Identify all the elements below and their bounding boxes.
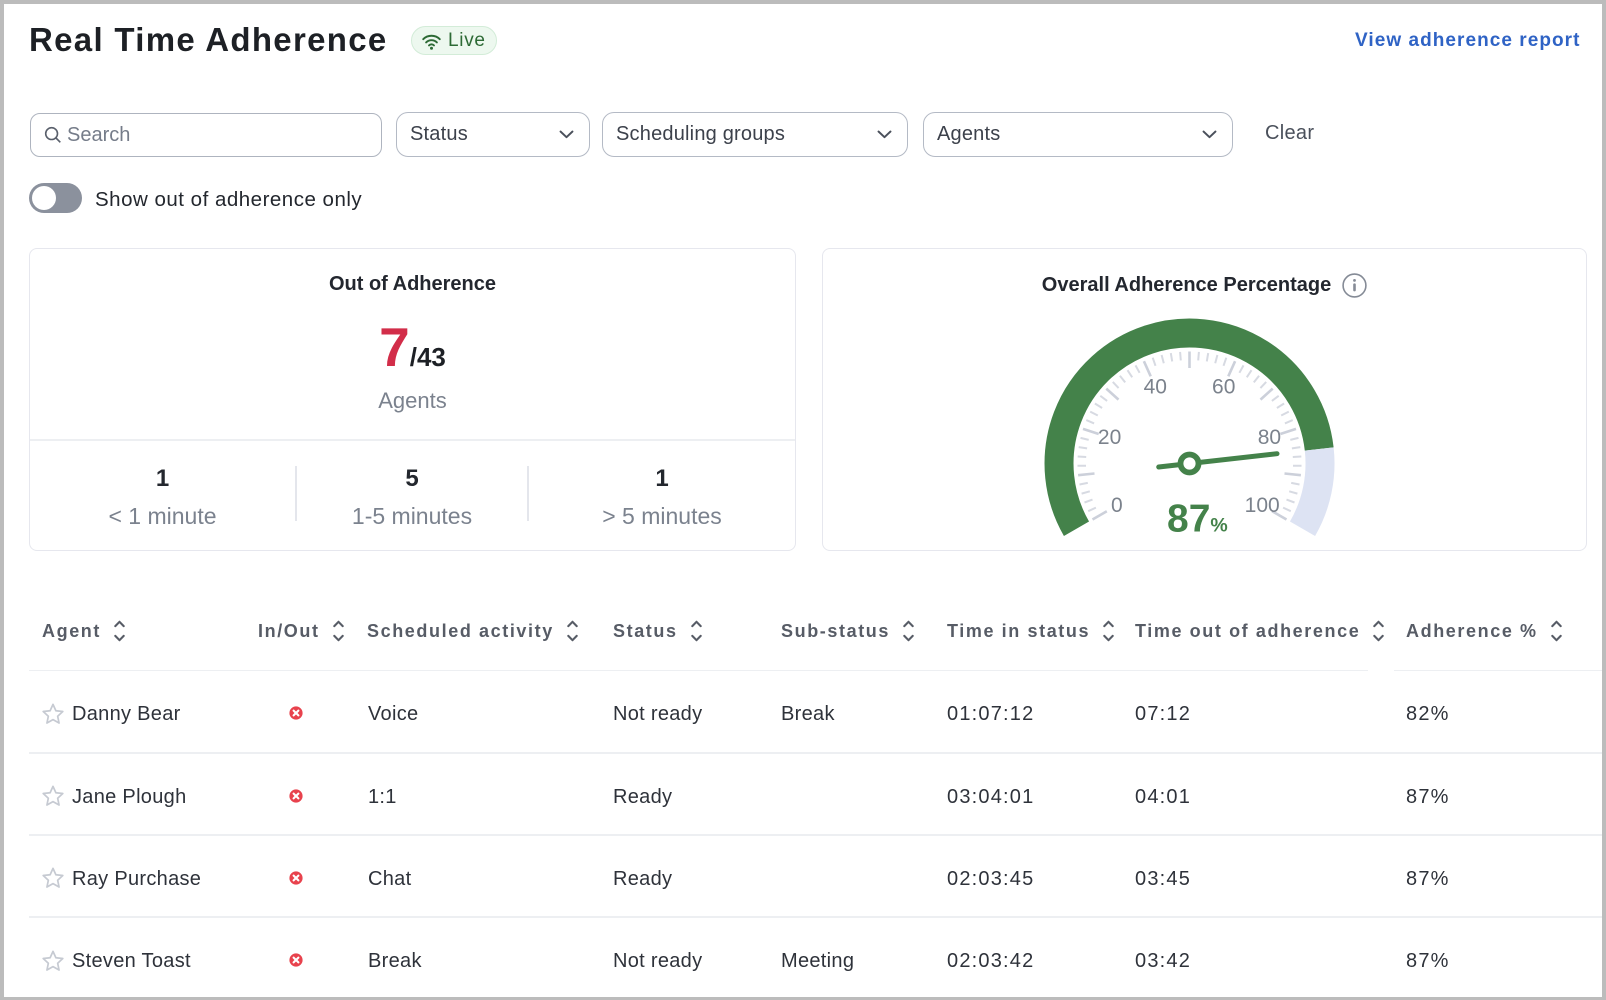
svg-text:100: 100 [1245, 494, 1280, 517]
svg-text:80: 80 [1258, 426, 1281, 449]
svg-text:20: 20 [1098, 426, 1121, 449]
svg-text:60: 60 [1212, 375, 1235, 398]
svg-text:87%: 87% [1167, 498, 1228, 541]
svg-text:0: 0 [1111, 494, 1123, 517]
svg-text:40: 40 [1144, 375, 1167, 398]
